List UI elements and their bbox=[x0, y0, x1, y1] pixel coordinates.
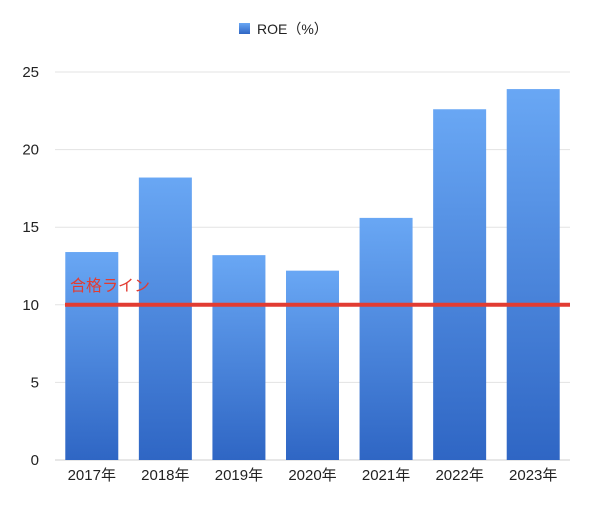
bar bbox=[212, 255, 266, 460]
y-tick-label: 10 bbox=[22, 297, 39, 314]
legend-swatch bbox=[239, 23, 250, 34]
bar bbox=[138, 177, 192, 460]
x-tick-label: 2023年 bbox=[509, 467, 557, 484]
legend: ROE（%） bbox=[239, 21, 328, 37]
y-tick-label: 5 bbox=[31, 374, 39, 391]
y-tick-label: 15 bbox=[22, 219, 39, 236]
bar bbox=[286, 270, 339, 460]
x-tick-label: 2020年 bbox=[288, 467, 336, 484]
y-tick-label: 25 bbox=[22, 64, 39, 81]
reference-line-group: 合格ライン bbox=[65, 277, 570, 307]
y-tick-label: 20 bbox=[22, 142, 39, 159]
bar bbox=[433, 109, 487, 461]
bar bbox=[65, 252, 119, 460]
bar bbox=[506, 89, 560, 461]
bar bbox=[359, 217, 413, 460]
x-tick-label: 2017年 bbox=[68, 467, 116, 484]
x-tick-label: 2022年 bbox=[435, 467, 483, 484]
x-tick-label: 2021年 bbox=[362, 467, 410, 484]
x-axis-labels: 2017年 2018年 2019年 2020年 2021年 2022年 2023年 bbox=[68, 467, 558, 484]
x-tick-label: 2019年 bbox=[215, 467, 263, 484]
x-tick-label: 2018年 bbox=[141, 467, 189, 484]
bars bbox=[65, 89, 560, 461]
y-tick-label: 0 bbox=[31, 452, 39, 469]
legend-label: ROE（%） bbox=[257, 21, 328, 37]
reference-line-label: 合格ライン bbox=[70, 277, 150, 295]
y-axis-labels: 0 5 10 15 20 25 bbox=[22, 64, 39, 469]
